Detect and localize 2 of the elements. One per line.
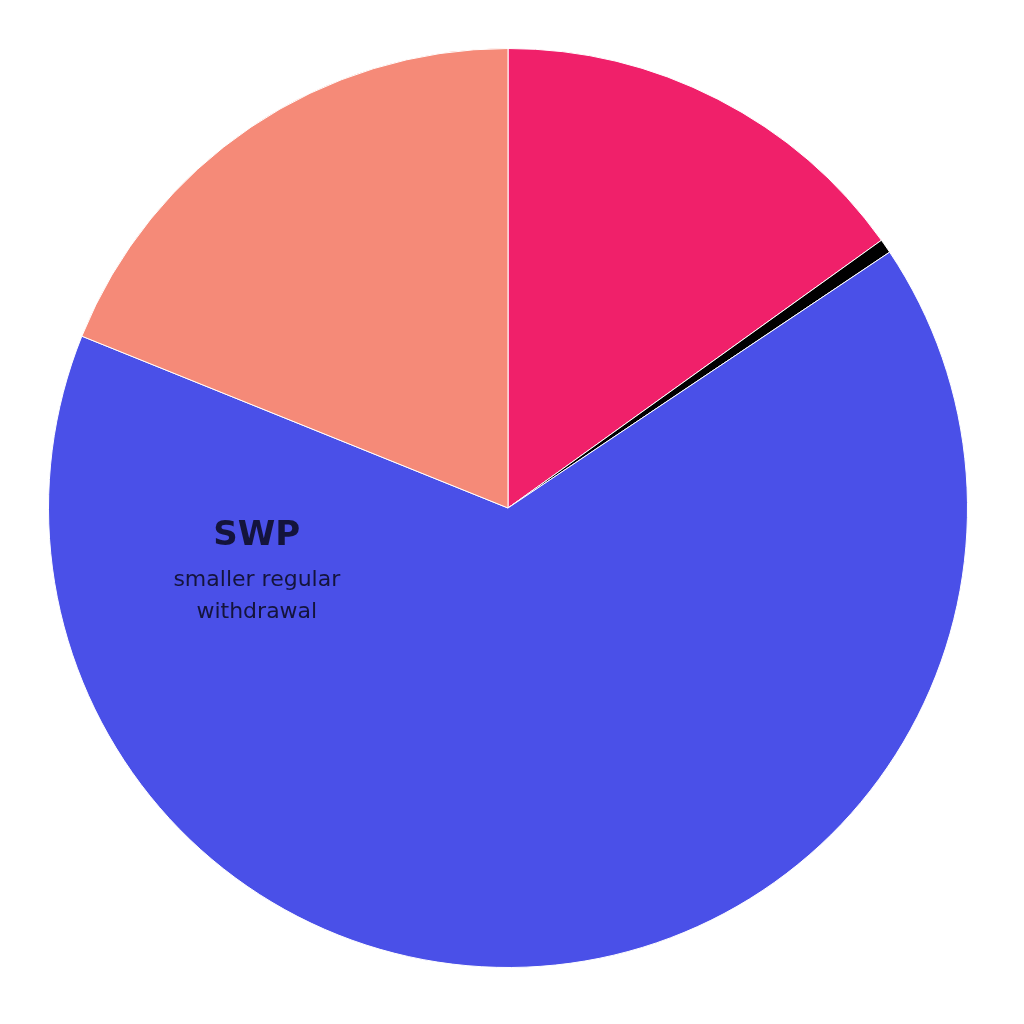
slice-label: SWP — [213, 512, 301, 553]
text: smaller regular withdrawal — [173, 565, 342, 623]
